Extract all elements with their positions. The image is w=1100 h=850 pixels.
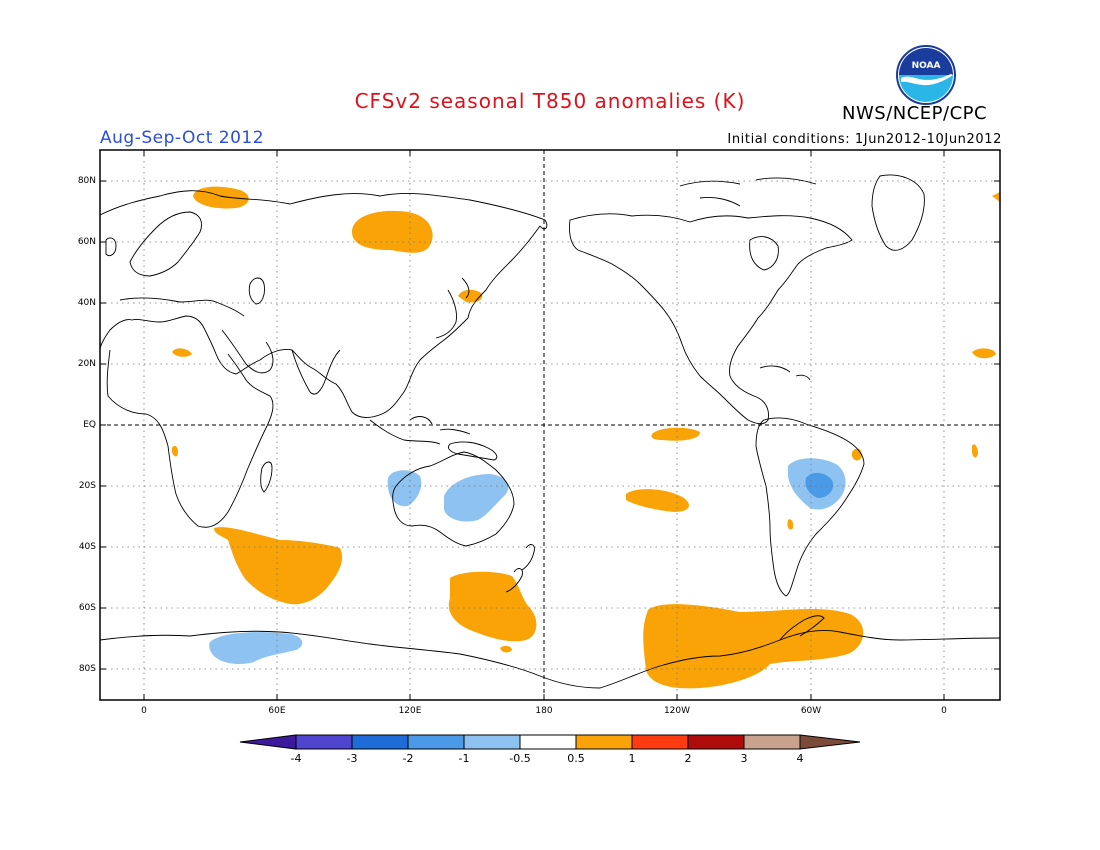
southeast-asia-islands xyxy=(370,417,470,444)
lat-label-80s: 80S xyxy=(74,664,96,674)
lat-label-40s: 40S xyxy=(74,542,96,552)
south-indian-ocean-warm xyxy=(214,527,342,604)
colorbar-segment-neg2-neg1 xyxy=(408,735,464,749)
colorbar xyxy=(240,735,860,749)
north-america-coastline xyxy=(569,214,852,424)
lat-label-20s: 20S xyxy=(74,481,96,491)
greenland-coastline xyxy=(872,175,924,250)
southeast-pacific-antarctic-warm xyxy=(643,604,863,688)
colorbar-label: -0.5 xyxy=(500,752,540,765)
reference-lines xyxy=(100,150,1000,700)
east-australia-cool xyxy=(444,474,508,522)
south-pacific-warm xyxy=(626,489,689,512)
colorbar-segment-2-3 xyxy=(688,735,744,749)
colorbar-segment-above-4 xyxy=(800,735,860,749)
canadian-arctic-islands xyxy=(680,178,816,206)
japan-warm xyxy=(458,290,482,303)
lon-label-180: 180 xyxy=(524,706,564,716)
colorbar-label: -3 xyxy=(332,752,372,765)
british-isles-coastline xyxy=(106,238,116,256)
lat-label-20n: 20N xyxy=(74,359,96,369)
lat-label-eq: EQ xyxy=(74,420,96,430)
africa-west-coast-east-warm xyxy=(972,444,978,457)
colorbar-segment-1-2 xyxy=(632,735,688,749)
small-warm-spot xyxy=(500,646,512,653)
colorbar-label: -1 xyxy=(444,752,484,765)
lat-label-40n: 40N xyxy=(74,298,96,308)
colorbar-label: 0.5 xyxy=(556,752,596,765)
mediterranean-coastline xyxy=(120,298,244,316)
colorbar-segment-3-4 xyxy=(744,735,800,749)
lon-label-0-east: 0 xyxy=(924,706,964,716)
lat-label-60s: 60S xyxy=(74,603,96,613)
new-guinea-coastline xyxy=(448,442,496,460)
colorbar-label: -4 xyxy=(276,752,316,765)
argentina-warm xyxy=(787,519,793,529)
southwest-pacific-warm xyxy=(449,572,537,642)
antarctica-indian-sector-cool xyxy=(209,632,302,664)
colorbar-segment-below-neg4 xyxy=(240,735,296,749)
sahara-warm xyxy=(172,348,192,356)
africa-coastline xyxy=(107,350,273,527)
brazil-coast-warm xyxy=(852,449,862,461)
east-edge-arctic-warm xyxy=(992,192,1000,202)
colorbar-segment-neutral xyxy=(520,735,576,749)
north-atlantic-arctic-warm xyxy=(193,187,249,209)
coastlines xyxy=(100,175,1000,688)
southwest-africa-warm xyxy=(172,446,178,457)
lon-label-120w: 120W xyxy=(657,706,697,716)
india-coastline xyxy=(292,350,340,394)
lon-label-0: 0 xyxy=(124,706,164,716)
lat-label-60n: 60N xyxy=(74,237,96,247)
colorbar-segment-neg4-neg3 xyxy=(296,735,352,749)
colorbar-segment-neg3-neg2 xyxy=(352,735,408,749)
japan-coastline xyxy=(436,278,469,338)
colorbar-label: -2 xyxy=(388,752,428,765)
siberia-warm xyxy=(352,211,433,253)
equatorial-pacific-warm xyxy=(651,428,700,441)
north-africa-east-edge-warm xyxy=(972,348,996,358)
madagascar-coastline xyxy=(261,462,272,492)
scandinavia-coastline xyxy=(130,212,202,276)
caspian-coastline xyxy=(249,278,264,304)
colorbar-segment-neg1-neg0.5 xyxy=(464,735,520,749)
lon-label-120e: 120E xyxy=(390,706,430,716)
lon-label-60e: 60E xyxy=(257,706,297,716)
colorbar-segment-0.5-1 xyxy=(576,735,632,749)
colorbar-label: 3 xyxy=(724,752,764,765)
colorbar-label: 1 xyxy=(612,752,652,765)
colorbar-label: 2 xyxy=(668,752,708,765)
colorbar-label: 4 xyxy=(780,752,820,765)
lon-label-60w: 60W xyxy=(791,706,831,716)
lat-label-80n: 80N xyxy=(74,176,96,186)
hudson-bay-coastline xyxy=(750,237,779,270)
anomaly-layer xyxy=(172,187,1000,689)
caribbean-islands xyxy=(760,366,810,380)
